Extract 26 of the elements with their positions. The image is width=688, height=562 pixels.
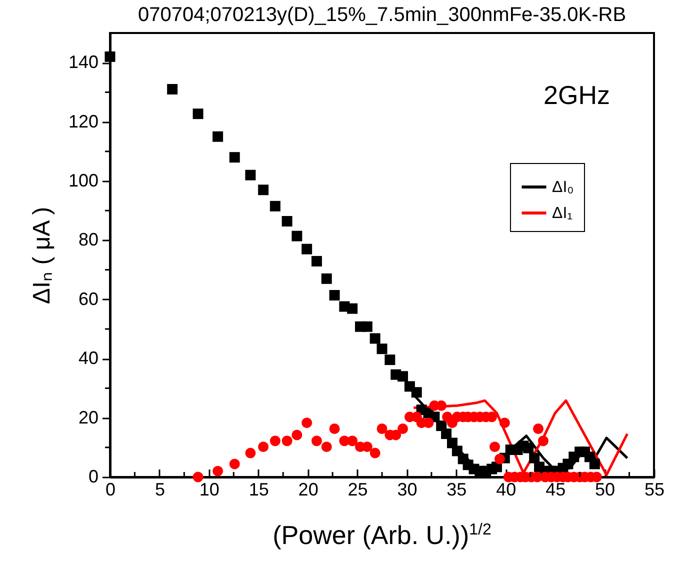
x-tick-label: 45 [546,480,566,500]
x-tick-label: 25 [348,480,368,500]
x-tick-label: 5 [154,480,165,500]
y-axis-title: ΔIₙ ( μA ) [28,206,56,304]
chart-title: 070704;070213y(D)_15%_7.5min_300nmFe-35.0K-RB [138,4,626,26]
annotation: 2GHz [544,80,610,110]
y-tick-label: 140 [68,52,98,72]
x-tick-label: 35 [446,480,467,500]
y-tick-label: 120 [68,111,98,132]
y-tick-label: 80 [78,230,98,250]
x-tick-label: 15 [248,480,269,500]
legend-label: ΔI₁ [552,205,573,222]
x-tick-label: 40 [496,480,516,500]
y-tick-label: 20 [78,407,98,428]
y-tick-label: 100 [68,170,98,190]
x-tick-label: 30 [397,480,418,500]
y-tick-label: 60 [78,288,98,309]
x-tick-label: 0 [105,480,116,500]
x-tick-label: 10 [199,480,220,500]
x-axis-title: (Power (Arb. U.))$^{1/2}$ [272,520,492,551]
y-tick-label: 0 [88,466,98,486]
x-tick-label: 55 [644,480,665,500]
y-tick-label: 40 [78,348,98,368]
x-tick-label: 50 [595,480,616,500]
x-tick-label: 20 [298,480,318,500]
legend-label: ΔI₀ [552,179,574,196]
